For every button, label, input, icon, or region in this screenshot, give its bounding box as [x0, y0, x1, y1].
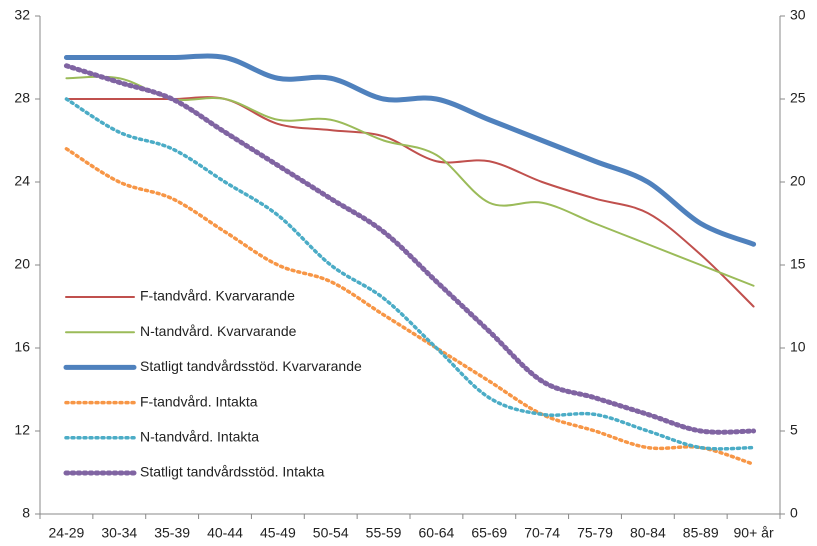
legend-label: Statligt tandvårdsstöd. Kvarvarande [140, 358, 362, 374]
y2-tick-label: 15 [790, 256, 806, 272]
x-tick-label: 80-84 [630, 525, 666, 541]
series-line [63, 63, 757, 435]
y-tick-label: 8 [22, 505, 30, 521]
legend-label: N-tandvård. Kvarvarande [140, 323, 297, 339]
y2-tick-label: 20 [790, 173, 806, 189]
x-tick-label: 55-59 [366, 525, 402, 541]
series-line [64, 147, 756, 466]
series-line [63, 53, 757, 247]
y-tick-label: 16 [14, 339, 30, 355]
x-tick-label: 85-89 [683, 525, 719, 541]
legend-label: Statligt tandvårdsstöd. Intakta [140, 464, 325, 480]
legend-label: F-tandvård. Intakta [140, 393, 258, 409]
series-line [65, 96, 755, 308]
y2-tick-label: 5 [790, 422, 798, 438]
x-tick-label: 35-39 [154, 525, 190, 541]
y2-tick-label: 0 [790, 505, 798, 521]
x-tick-label: 40-44 [207, 525, 243, 541]
x-tick-label: 45-49 [260, 525, 296, 541]
x-tick-label: 90+ år [734, 525, 774, 541]
y-tick-label: 32 [14, 7, 30, 23]
y2-tick-label: 10 [790, 339, 806, 355]
x-tick-label: 65-69 [471, 525, 507, 541]
x-tick-label: 50-54 [313, 525, 349, 541]
y2-tick-label: 30 [790, 7, 806, 23]
series-line [64, 97, 756, 451]
legend-label: F-tandvård. Kvarvarande [140, 288, 295, 304]
x-tick-label: 75-79 [577, 525, 613, 541]
x-tick-label: 70-74 [524, 525, 560, 541]
x-tick-label: 24-29 [49, 525, 85, 541]
x-tick-label: 30-34 [101, 525, 137, 541]
x-tick-label: 60-64 [419, 525, 455, 541]
y-tick-label: 20 [14, 256, 30, 272]
legend-label: N-tandvård. Intakta [140, 429, 259, 445]
y-tick-label: 28 [14, 90, 30, 106]
y-tick-label: 24 [14, 173, 30, 189]
y-tick-label: 12 [14, 422, 30, 438]
y2-tick-label: 25 [790, 90, 806, 106]
